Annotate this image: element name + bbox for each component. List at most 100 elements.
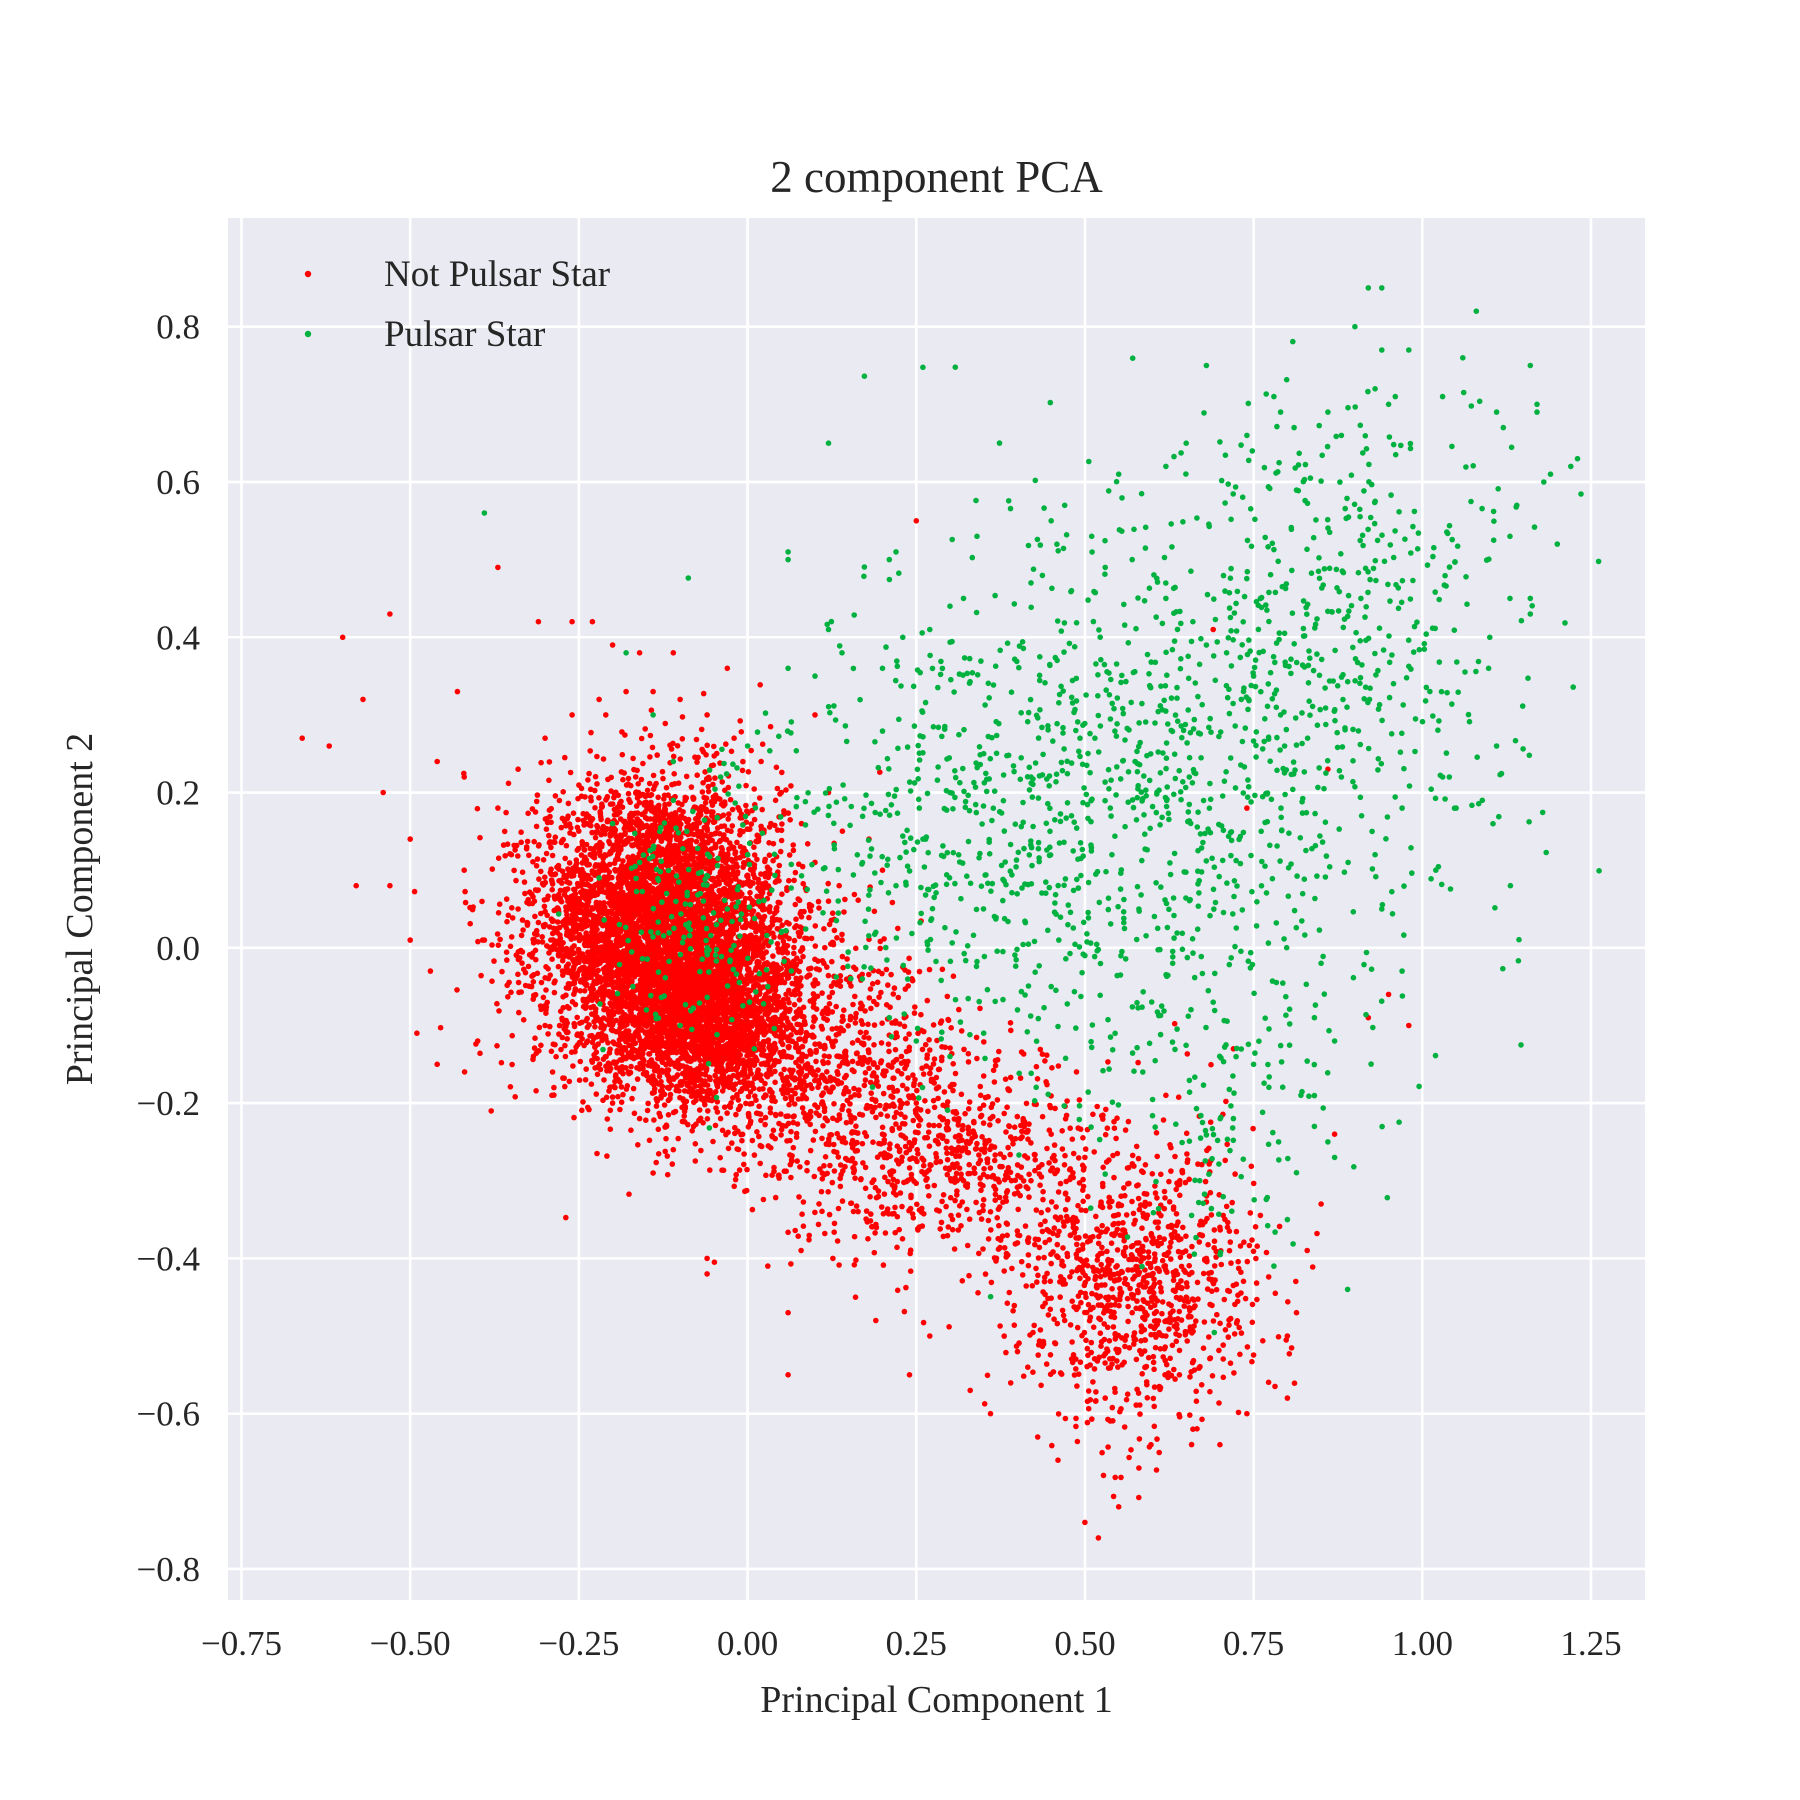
not-pulsar-point <box>579 866 585 873</box>
not-pulsar-point <box>666 825 673 831</box>
not-pulsar-point <box>700 690 707 697</box>
not-pulsar-point <box>552 871 559 877</box>
not-pulsar-point <box>535 919 542 926</box>
not-pulsar-point <box>650 772 657 779</box>
not-pulsar-point <box>538 1042 544 1049</box>
not-pulsar-point <box>655 794 661 801</box>
not-pulsar-point <box>723 836 730 843</box>
not-pulsar-point <box>584 996 590 1003</box>
not-pulsar-point <box>672 865 679 871</box>
not-pulsar-point <box>524 922 531 928</box>
not-pulsar-point <box>567 830 573 836</box>
not-pulsar-point <box>594 822 600 829</box>
not-pulsar-point <box>767 904 773 910</box>
not-pulsar-point <box>621 933 627 940</box>
not-pulsar-point <box>588 1081 595 1087</box>
not-pulsar-point <box>669 1161 676 1167</box>
not-pulsar-point <box>737 843 744 850</box>
not-pulsar-point <box>516 1009 522 1016</box>
not-pulsar-point <box>685 817 691 824</box>
not-pulsar-point <box>558 824 565 831</box>
not-pulsar-point <box>607 1046 613 1052</box>
not-pulsar-point <box>505 994 511 1000</box>
not-pulsar-point <box>526 952 533 958</box>
not-pulsar-point <box>620 776 626 783</box>
not-pulsar-point <box>551 907 557 914</box>
not-pulsar-point <box>739 767 746 774</box>
not-pulsar-point <box>747 826 753 832</box>
not-pulsar-point <box>698 804 705 810</box>
not-pulsar-point <box>536 842 542 848</box>
not-pulsar-point <box>505 780 512 787</box>
not-pulsar-point <box>560 789 566 795</box>
not-pulsar-point <box>640 824 647 830</box>
not-pulsar-point <box>621 825 628 832</box>
not-pulsar-point <box>594 1071 601 1078</box>
not-pulsar-point <box>563 992 569 998</box>
not-pulsar-point <box>588 729 594 736</box>
not-pulsar-point <box>773 764 780 771</box>
not-pulsar-point <box>836 882 842 889</box>
not-pulsar-point <box>624 881 630 887</box>
not-pulsar-point <box>590 886 596 892</box>
not-pulsar-point <box>495 942 502 948</box>
not-pulsar-point <box>607 915 613 922</box>
not-pulsar-point <box>726 811 732 817</box>
not-pulsar-point <box>603 876 610 882</box>
not-pulsar-point <box>704 904 710 910</box>
not-pulsar-point <box>632 912 638 919</box>
not-pulsar-point <box>678 868 685 874</box>
not-pulsar-point <box>474 805 481 812</box>
not-pulsar-point <box>538 979 545 986</box>
not-pulsar-point <box>636 799 643 806</box>
not-pulsar-point <box>664 846 671 852</box>
not-pulsar-point <box>661 792 668 799</box>
not-pulsar-point <box>790 847 797 854</box>
not-pulsar-point <box>607 861 613 868</box>
not-pulsar-point <box>613 833 619 840</box>
not-pulsar-point <box>745 874 751 880</box>
not-pulsar-point <box>736 807 743 814</box>
not-pulsar-point <box>705 860 712 867</box>
not-pulsar-point <box>786 921 792 927</box>
not-pulsar-point <box>551 1084 557 1091</box>
not-pulsar-point <box>677 756 684 762</box>
not-pulsar-point <box>591 916 597 922</box>
not-pulsar-point <box>723 741 729 747</box>
not-pulsar-point <box>562 1083 568 1090</box>
not-pulsar-point <box>712 775 718 781</box>
not-pulsar-point <box>552 945 558 952</box>
not-pulsar-point <box>632 790 639 796</box>
not-pulsar-point <box>539 939 546 945</box>
not-pulsar-point <box>584 900 590 907</box>
not-pulsar-point <box>504 918 510 925</box>
not-pulsar-point <box>560 1075 566 1081</box>
not-pulsar-point <box>738 729 745 735</box>
not-pulsar-point <box>751 786 757 792</box>
not-pulsar-point <box>607 1107 614 1114</box>
not-pulsar-point <box>550 937 556 943</box>
not-pulsar-point <box>597 933 604 939</box>
not-pulsar-point <box>494 1000 500 1007</box>
not-pulsar-point <box>604 793 611 800</box>
not-pulsar-point <box>798 908 804 915</box>
not-pulsar-point <box>728 748 735 755</box>
not-pulsar-point <box>558 839 565 846</box>
not-pulsar-point <box>547 1023 553 1030</box>
not-pulsar-point <box>658 886 665 892</box>
not-pulsar-point <box>576 1077 583 1083</box>
not-pulsar-point <box>612 827 619 833</box>
not-pulsar-point <box>564 879 570 885</box>
not-pulsar-point <box>592 787 598 794</box>
not-pulsar-point <box>532 991 539 998</box>
not-pulsar-point <box>842 896 848 903</box>
not-pulsar-point <box>678 821 684 827</box>
not-pulsar-point <box>529 900 536 907</box>
not-pulsar-point <box>616 850 622 857</box>
not-pulsar-point <box>563 842 570 849</box>
not-pulsar-point <box>647 827 653 833</box>
not-pulsar-point <box>729 858 736 864</box>
not-pulsar-point <box>640 760 646 767</box>
not-pulsar-point <box>781 808 787 814</box>
not-pulsar-point <box>533 1050 540 1056</box>
